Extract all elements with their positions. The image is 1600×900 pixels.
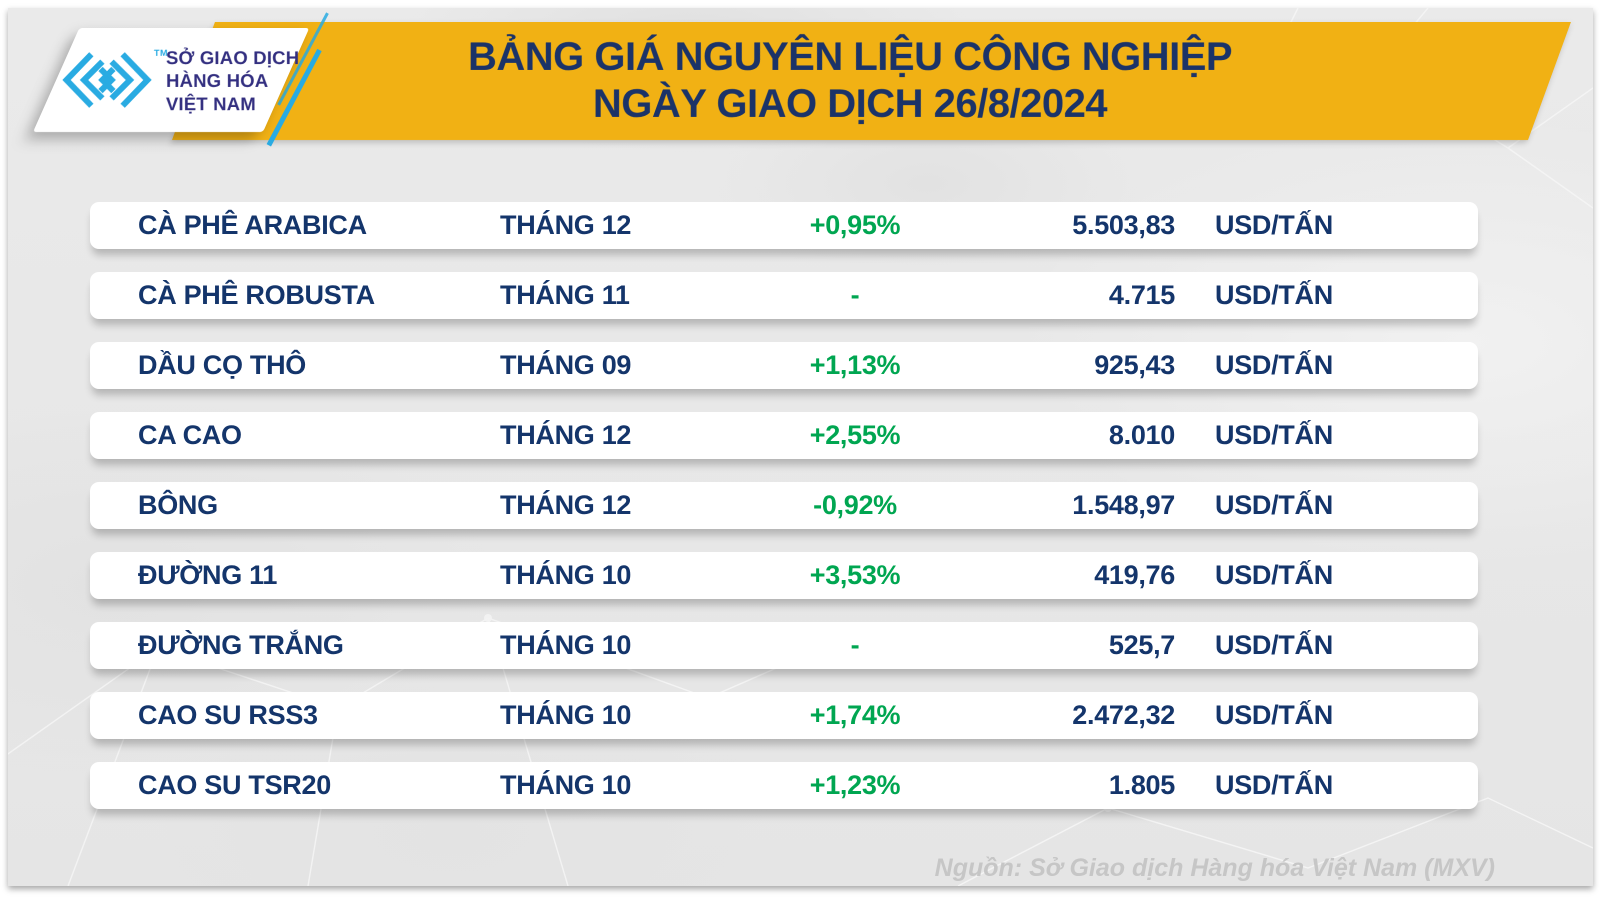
price-value: 925,43 (1094, 350, 1175, 380)
contract-month: THÁNG 12 (500, 210, 632, 240)
price-value: 1.548,97 (1072, 490, 1175, 520)
table-row: ĐƯỜNG 11 THÁNG 10 +3,53% 419,76 USD/TẤN (90, 552, 1478, 599)
price-value: 1.805 (1108, 770, 1175, 800)
price-value: 2.472,32 (1072, 700, 1175, 730)
table-row: DẦU CỌ THÔ THÁNG 09 +1,13% 925,43 USD/TẤ… (90, 342, 1478, 389)
commodity-name: DẦU CỌ THÔ (138, 350, 306, 380)
table-row: CAO SU TSR20 THÁNG 10 +1,23% 1.805 USD/T… (90, 762, 1478, 809)
commodity-name: CÀ PHÊ ARABICA (138, 210, 367, 240)
price-value: 5.503,83 (1072, 210, 1175, 240)
price-unit: USD/TẤN (1215, 770, 1333, 800)
contract-month: THÁNG 12 (500, 490, 632, 520)
page-canvas: BẢNG GIÁ NGUYÊN LIỆU CÔNG NGHIỆP NGÀY GI… (8, 8, 1593, 886)
price-value: 525,7 (1108, 630, 1175, 660)
price-unit: USD/TẤN (1215, 280, 1333, 310)
logo-org-line: VIỆT NAM (166, 92, 256, 114)
price-value: 4.715 (1108, 280, 1175, 310)
table-row: BÔNG THÁNG 12 -0,92% 1.548,97 USD/TẤN (90, 482, 1478, 529)
commodity-name: BÔNG (138, 490, 218, 520)
mxv-logo-card-inner: TM SỞ GIAO DỊCH HÀNG HÓA VIỆT NAM (33, 28, 299, 132)
change-percent: +3,53% (809, 560, 901, 590)
commodity-name: CAO SU RSS3 (138, 700, 318, 730)
logo-org-line: HÀNG HÓA (166, 69, 269, 91)
contract-month: THÁNG 10 (500, 770, 632, 800)
price-unit: USD/TẤN (1215, 350, 1333, 380)
price-value: 8.010 (1108, 420, 1175, 450)
commodity-name: ĐƯỜNG 11 (138, 560, 278, 590)
page-subtitle: NGÀY GIAO DỊCH 26/8/2024 (592, 82, 1108, 126)
change-percent: - (850, 630, 860, 660)
table-row: CAO SU RSS3 THÁNG 10 +1,74% 2.472,32 USD… (90, 692, 1478, 739)
logo-org-line: SỞ GIAO DỊCH (166, 46, 300, 68)
change-percent: +1,74% (809, 700, 901, 730)
price-unit: USD/TẤN (1215, 210, 1333, 240)
price-unit: USD/TẤN (1215, 420, 1333, 450)
price-unit: USD/TẤN (1215, 630, 1333, 660)
table-row: CÀ PHÊ ARABICA THÁNG 12 +0,95% 5.503,83 … (90, 202, 1478, 249)
commodity-name: ĐƯỜNG TRẮNG (138, 630, 344, 660)
contract-month: THÁNG 10 (500, 560, 632, 590)
trademark-label: TM (154, 48, 168, 58)
mxv-logo-icon: TM (61, 48, 168, 109)
contract-month: THÁNG 09 (500, 350, 632, 380)
source-note: Nguồn: Sở Giao dịch Hàng hóa Việt Nam (M… (934, 854, 1495, 882)
price-unit: USD/TẤN (1215, 560, 1333, 590)
change-percent: +1,23% (809, 770, 901, 800)
table-row: ĐƯỜNG TRẮNG THÁNG 10 - 525,7 USD/TẤN (90, 622, 1478, 669)
table-row: CA CAO THÁNG 12 +2,55% 8.010 USD/TẤN (90, 412, 1478, 459)
contract-month: THÁNG 10 (500, 630, 632, 660)
title-banner-inner: BẢNG GIÁ NGUYÊN LIỆU CÔNG NGHIỆP NGÀY GI… (172, 22, 1528, 140)
price-table: CÀ PHÊ ARABICA THÁNG 12 +0,95% 5.503,83 … (90, 202, 1478, 832)
change-percent: - (850, 280, 860, 310)
mxv-logo-card: TM SỞ GIAO DỊCH HÀNG HÓA VIỆT NAM (33, 28, 310, 132)
contract-month: THÁNG 10 (500, 700, 632, 730)
commodity-name: CA CAO (138, 420, 242, 450)
change-percent: +1,13% (809, 350, 901, 380)
mxv-logo-text: SỞ GIAO DỊCH HÀNG HÓA VIỆT NAM (166, 46, 299, 115)
change-percent: +0,95% (809, 210, 901, 240)
table-row: CÀ PHÊ ROBUSTA THÁNG 11 - 4.715 USD/TẤN (90, 272, 1478, 319)
contract-month: THÁNG 12 (500, 420, 632, 450)
change-percent: -0,92% (813, 490, 897, 520)
commodity-name: CAO SU TSR20 (138, 770, 331, 800)
price-unit: USD/TẤN (1215, 700, 1333, 730)
commodity-name: CÀ PHÊ ROBUSTA (138, 280, 375, 310)
page-title: BẢNG GIÁ NGUYÊN LIỆU CÔNG NGHIỆP (467, 35, 1233, 79)
price-value: 419,76 (1094, 560, 1175, 590)
change-percent: +2,55% (809, 420, 901, 450)
price-unit: USD/TẤN (1215, 490, 1333, 520)
title-banner: BẢNG GIÁ NGUYÊN LIỆU CÔNG NGHIỆP NGÀY GI… (172, 22, 1571, 140)
contract-month: THÁNG 11 (500, 280, 630, 310)
